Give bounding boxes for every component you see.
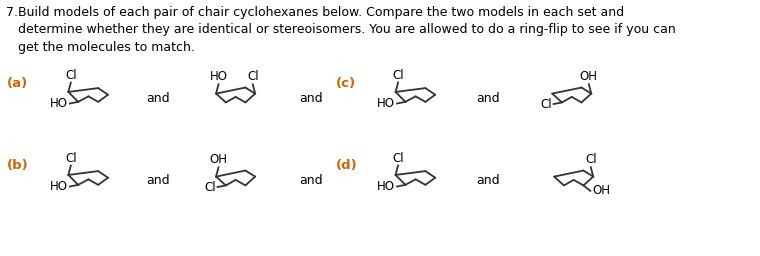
Text: Cl: Cl xyxy=(392,69,404,82)
Text: HO: HO xyxy=(210,70,227,83)
Text: OH: OH xyxy=(592,184,610,197)
Text: Cl: Cl xyxy=(540,98,552,111)
Text: Cl: Cl xyxy=(204,180,216,194)
Text: and: and xyxy=(299,175,323,187)
Text: Cl: Cl xyxy=(65,69,77,82)
Text: and: and xyxy=(147,91,170,104)
Text: and: and xyxy=(477,91,500,104)
Text: (c): (c) xyxy=(336,77,356,90)
Text: HO: HO xyxy=(377,97,395,110)
Text: 7.: 7. xyxy=(6,6,18,19)
Text: Cl: Cl xyxy=(247,70,258,83)
Text: and: and xyxy=(147,175,170,187)
Text: Cl: Cl xyxy=(585,153,597,166)
Text: Cl: Cl xyxy=(65,152,77,165)
Text: and: and xyxy=(299,91,323,104)
Text: (d): (d) xyxy=(336,159,358,173)
Text: (a): (a) xyxy=(7,77,28,90)
Text: (b): (b) xyxy=(7,159,29,173)
Text: and: and xyxy=(477,175,500,187)
Text: HO: HO xyxy=(377,180,395,193)
Text: Cl: Cl xyxy=(392,152,404,165)
Text: HO: HO xyxy=(50,180,68,193)
Text: HO: HO xyxy=(50,97,68,110)
Text: Build models of each pair of chair cyclohexanes below. Compare the two models in: Build models of each pair of chair cyclo… xyxy=(17,6,676,54)
Text: OH: OH xyxy=(210,153,227,166)
Text: OH: OH xyxy=(580,70,598,83)
